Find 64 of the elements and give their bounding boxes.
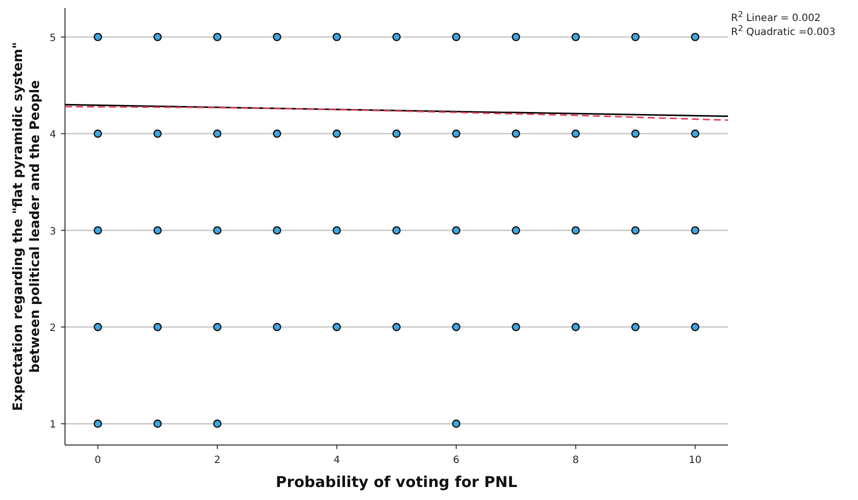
point [213, 130, 222, 138]
point [153, 130, 162, 138]
point [690, 322, 700, 332]
point [94, 226, 102, 235]
y-tick-label: 4 [50, 130, 56, 141]
point [213, 420, 222, 428]
point [631, 32, 640, 42]
point [213, 226, 222, 235]
point [512, 130, 520, 138]
point [332, 226, 341, 235]
point [392, 32, 401, 42]
point [332, 130, 341, 138]
point [572, 322, 580, 332]
point [153, 322, 162, 332]
y-tick-label: 2 [50, 323, 56, 334]
point [572, 130, 580, 138]
point [213, 322, 222, 332]
point [572, 226, 580, 235]
point [272, 130, 282, 138]
point [94, 420, 102, 428]
x-tick-label: 6 [453, 455, 460, 466]
text: R$^{2}$ Quadratic =0.003 [731, 24, 836, 38]
point [153, 420, 162, 428]
point [452, 322, 460, 332]
y-axis-title: Expectation regarding the "flat pyramidic system" between political leader and the People [11, 42, 43, 412]
point [452, 130, 460, 138]
point [631, 226, 640, 235]
y-tick-label: 1 [50, 420, 56, 431]
point [512, 322, 520, 332]
x-tick-label: 4 [334, 455, 340, 466]
y-tick-label: 3 [50, 226, 56, 238]
point [631, 130, 640, 138]
y-tick-label: 5 [50, 33, 56, 44]
point [392, 322, 401, 332]
point [690, 130, 700, 138]
point [392, 226, 401, 235]
point [392, 130, 401, 138]
x-tick-label: 0 [94, 455, 102, 466]
x-axis-title: Probability of voting for PNL [276, 473, 518, 491]
point [94, 322, 102, 332]
point [572, 32, 580, 42]
point [153, 32, 162, 42]
point [94, 32, 102, 42]
point [153, 226, 162, 235]
point [213, 32, 222, 42]
point [631, 322, 640, 332]
point [512, 226, 520, 235]
line-series [64, 106, 729, 121]
point [332, 32, 341, 42]
point [332, 322, 341, 332]
point [272, 322, 282, 332]
x-tick-label: 8 [572, 455, 579, 466]
point [690, 32, 700, 42]
text: R$^{2}$ Linear = 0.002 [731, 10, 821, 24]
point [452, 420, 460, 428]
point [690, 226, 700, 235]
x-tick-label: 10 [688, 455, 702, 466]
point [94, 130, 102, 138]
x-tick-label: 2 [214, 455, 220, 466]
point [272, 32, 282, 42]
point [452, 226, 460, 235]
point [272, 226, 282, 235]
point [452, 32, 460, 42]
point [512, 32, 520, 42]
